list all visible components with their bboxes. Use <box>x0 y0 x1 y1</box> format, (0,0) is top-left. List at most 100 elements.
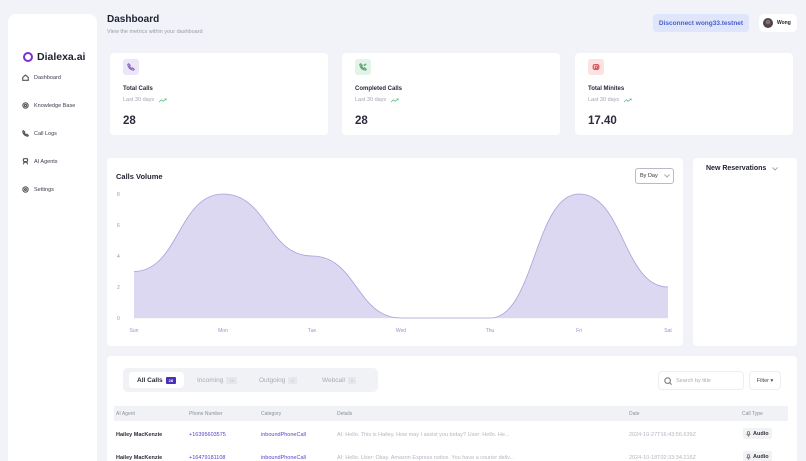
column-header[interactable]: Phone Number <box>189 411 223 417</box>
call-category: inboundPhoneCall <box>261 432 306 438</box>
sidebar-item-label: AI Agents <box>34 158 58 165</box>
svg-text:Thu: Thu <box>486 328 495 334</box>
search-input[interactable]: Search by title <box>658 371 744 390</box>
svg-text:Mon: Mon <box>218 328 228 334</box>
stat-card-total-calls: Total Calls Last 30 days 28 <box>110 53 328 135</box>
calls-table-card: All Calls 28 Incoming 28 Outgoing 0 Webc… <box>107 356 797 461</box>
reservations-title: New Reservations <box>706 165 767 172</box>
area-chart: 0 2 4 6 8 Sun Mon Tue Wed Thu Fri Sat <box>117 192 672 334</box>
avatar <box>763 18 773 28</box>
phone-check-icon <box>355 59 371 75</box>
svg-text:6: 6 <box>117 223 120 229</box>
tab-outgoing[interactable]: Outgoing 0 <box>259 372 297 388</box>
stat-period: Last 30 days <box>355 97 399 103</box>
chevron-down-icon <box>663 174 670 178</box>
table-row[interactable]: Hailey MacKenzie +16479181108 inboundPho… <box>114 448 788 461</box>
svg-text:Tue: Tue <box>308 328 317 334</box>
call-type-badge: Audio <box>743 428 772 439</box>
user-name: Wong <box>777 20 791 26</box>
brand-name: Dialexa.ai <box>37 51 86 63</box>
sidebar-item-dashboard[interactable]: Dashboard <box>22 74 61 81</box>
trend-up-icon <box>624 98 632 102</box>
tab-label: Incoming <box>197 376 224 384</box>
database-icon <box>22 102 29 109</box>
stat-period: Last 30 days <box>123 97 167 103</box>
tab-label: Webcall <box>322 376 346 384</box>
table-row[interactable]: Hailey MacKenzie +16395603575 inboundPho… <box>114 425 788 445</box>
sidebar-item-label: Knowledge Base <box>34 102 76 109</box>
call-type-badge: Audio <box>743 451 772 461</box>
stat-value: 28 <box>355 115 368 127</box>
column-header[interactable]: Category <box>261 411 282 417</box>
trend-up-icon <box>159 98 167 102</box>
sidebar-item-label: Settings <box>34 186 54 193</box>
stat-card-total-minutes: Total Minites Last 30 days 17.40 <box>575 53 793 135</box>
agent-name: Hailey MacKenzie <box>116 455 163 461</box>
svg-text:4: 4 <box>117 254 120 260</box>
column-header[interactable]: Details <box>337 411 353 417</box>
clock-icon <box>588 59 604 75</box>
call-details: AI: Hello. This is Hailey. How may I ass… <box>337 432 510 438</box>
calls-volume-chart: Calls Volume By Day 0 2 4 6 8 Sun Mon Tue Wed Thu… <box>107 158 683 346</box>
call-date: 2024-10-18T02:33:34.216Z <box>629 455 696 461</box>
sidebar-item-label: Call Logs <box>34 130 57 137</box>
stat-label: Completed Calls <box>355 86 403 92</box>
trend-up-icon <box>391 98 399 102</box>
reservations-dropdown[interactable]: New Reservations <box>706 165 779 172</box>
column-header[interactable]: Call Type <box>742 411 763 417</box>
column-header[interactable]: AI Agent <box>116 411 135 417</box>
search-icon <box>664 376 672 385</box>
call-type-label: Audio <box>753 430 769 437</box>
stat-label: Total Minites <box>588 86 625 92</box>
count-badge: 28 <box>165 376 177 384</box>
column-header[interactable]: Date <box>629 411 640 417</box>
count-badge: 0 <box>288 376 297 384</box>
logo-ring-icon <box>23 52 33 62</box>
count-badge: 0 <box>348 376 357 384</box>
phone-number[interactable]: +16479181108 <box>189 455 226 461</box>
sidebar-item-call-logs[interactable]: Call Logs <box>22 130 57 137</box>
svg-text:2: 2 <box>117 285 120 291</box>
page-title: Dashboard <box>107 14 160 25</box>
robot-icon <box>22 158 29 165</box>
svg-text:Sat: Sat <box>664 328 672 334</box>
agent-name: Hailey MacKenzie <box>116 432 163 438</box>
sidebar-item-knowledge-base[interactable]: Knowledge Base <box>22 102 75 109</box>
user-menu[interactable]: Wong <box>759 14 797 32</box>
brand-logo[interactable]: Dialexa.ai <box>23 51 85 63</box>
home-icon <box>22 74 29 81</box>
sidebar-item-settings[interactable]: Settings <box>22 186 54 193</box>
stat-period-text: Last 30 days <box>123 97 155 103</box>
svg-text:Wed: Wed <box>396 328 406 334</box>
count-badge: 28 <box>226 376 237 384</box>
search-placeholder: Search by title <box>676 377 711 384</box>
chevron-down-icon <box>772 166 779 171</box>
page-subtitle: View the metrics within your dashboard <box>107 29 203 35</box>
call-date: 2024-10-27T16:43:56.639Z <box>629 432 696 438</box>
filter-button[interactable]: Filter ▾ <box>749 371 781 390</box>
sidebar: Dialexa.ai Dashboard Knowledge Base Call… <box>8 14 97 461</box>
stat-period-text: Last 30 days <box>588 97 620 103</box>
svg-text:Fri: Fri <box>576 328 582 334</box>
table-header: AI Agent Phone Number Category Details D… <box>114 406 788 421</box>
tab-label: Outgoing <box>259 376 286 384</box>
stat-period-text: Last 30 days <box>355 97 387 103</box>
stat-period: Last 30 days <box>588 97 632 103</box>
microphone-icon <box>746 453 751 460</box>
phone-icon <box>123 59 139 75</box>
stat-card-completed-calls: Completed Calls Last 30 days 28 <box>342 53 560 135</box>
stat-value: 17.40 <box>588 115 617 127</box>
svg-text:8: 8 <box>117 192 120 198</box>
sidebar-item-ai-agents[interactable]: AI Agents <box>22 158 58 165</box>
range-select[interactable]: By Day <box>635 168 674 184</box>
phone-number[interactable]: +16395603575 <box>189 432 226 438</box>
tab-webcall[interactable]: Webcall 0 <box>322 372 357 388</box>
disconnect-wallet-button[interactable]: Disconnect wong33.testnet <box>653 14 749 32</box>
call-category: inboundPhoneCall <box>261 455 306 461</box>
stat-label: Total Calls <box>123 86 153 92</box>
call-type-tabs: All Calls 28 Incoming 28 Outgoing 0 Webc… <box>123 368 378 392</box>
tab-incoming[interactable]: Incoming 28 <box>197 372 237 388</box>
call-type-label: Audio <box>753 453 769 460</box>
range-select-value: By Day <box>640 173 658 179</box>
tab-all-calls[interactable]: All Calls 28 <box>129 372 185 388</box>
